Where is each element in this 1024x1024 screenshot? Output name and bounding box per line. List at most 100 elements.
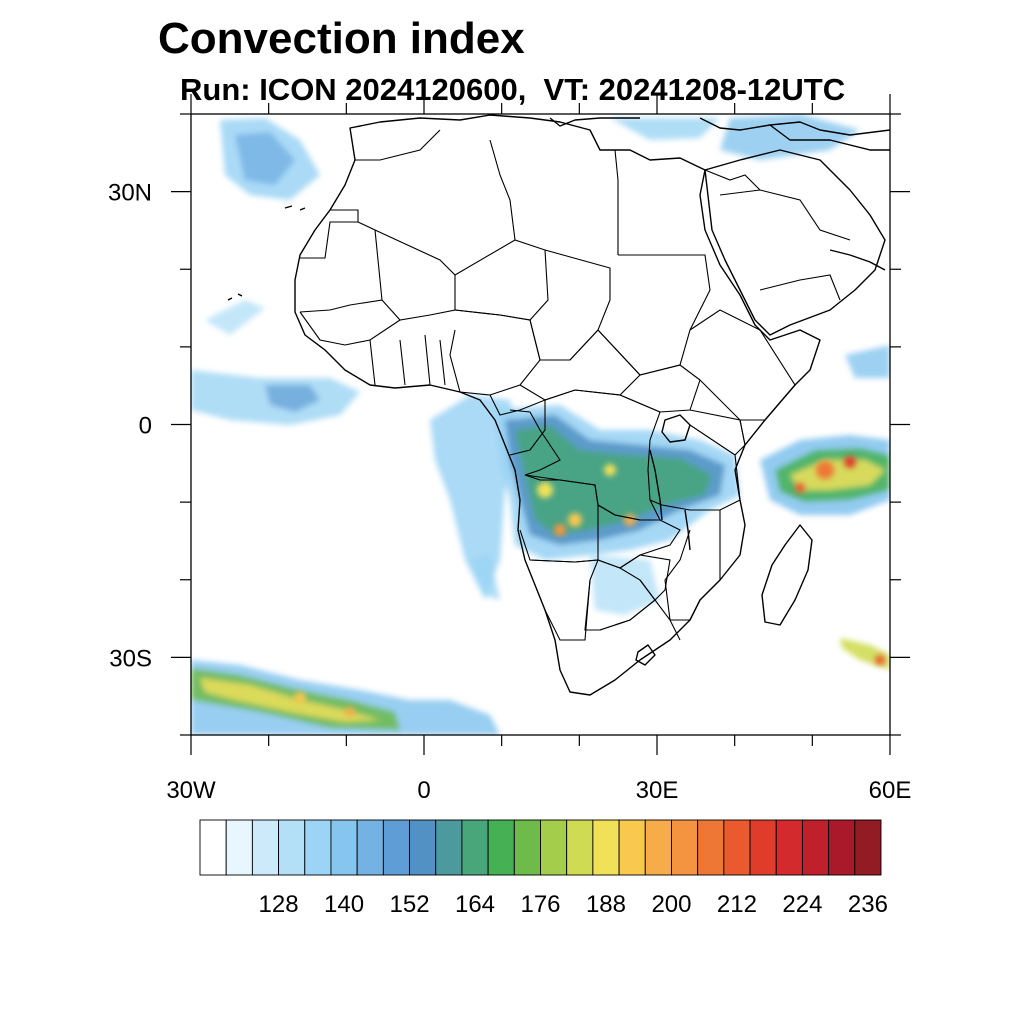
lat-tick-label: 30N xyxy=(108,180,152,207)
chart-title: Convection index xyxy=(158,14,525,63)
cloud-central-africa-green xyxy=(515,425,712,535)
lon-tick-label: 30W xyxy=(166,777,216,804)
coast-persian-gulf xyxy=(829,249,886,271)
cloud-atlantic-streak xyxy=(205,300,265,335)
colorbar-label: 200 xyxy=(651,891,691,918)
lon-tick-label: 60E xyxy=(869,777,912,804)
hotspot-io-3 xyxy=(795,483,805,493)
border-chad xyxy=(529,249,611,361)
border-mozambique xyxy=(664,509,721,621)
border-niger xyxy=(454,239,549,321)
lat-tick-label: 0 xyxy=(139,413,152,440)
colorbar-swatch xyxy=(697,819,725,876)
hotspot-se-1 xyxy=(875,655,885,665)
colorbar-label: 140 xyxy=(324,891,364,918)
hotspot-congo-5 xyxy=(554,524,566,536)
hotspot-io-1 xyxy=(816,461,834,479)
border-mauritania xyxy=(299,221,383,313)
coast-canaries xyxy=(284,205,306,211)
colorbar-swatch xyxy=(513,819,541,876)
coast-lake-tanganyika xyxy=(649,449,663,521)
border-mali xyxy=(374,229,456,321)
colorbar-swatch xyxy=(801,819,830,876)
colorbar-swatch xyxy=(461,819,489,876)
border-levant xyxy=(704,169,761,191)
colorbar-swatch xyxy=(382,819,410,876)
coast-africa xyxy=(294,114,821,696)
colorbar-swatch xyxy=(330,819,358,876)
colorbar-swatch xyxy=(854,819,882,876)
border-arabia xyxy=(719,189,851,301)
chart-subtitle: Run: ICON 2024120600, VT: 20241208-12UTC xyxy=(180,72,846,107)
border-congo xyxy=(509,409,561,476)
colorbar-swatch xyxy=(487,819,515,876)
colorbar-swatch xyxy=(671,819,699,876)
cloud-indian-ocean-yellow xyxy=(790,460,885,490)
hotspot-io-2 xyxy=(844,456,856,468)
lon-tick-label: 0 xyxy=(417,777,430,804)
border-morocco-algeria xyxy=(355,129,441,161)
border-algeria-libya xyxy=(489,139,516,241)
colorbar-swatch xyxy=(566,819,594,876)
coast-lake-malawi xyxy=(684,509,691,551)
lat-tick-label: 30S xyxy=(109,645,152,672)
cloud-east-med xyxy=(720,114,860,160)
colorbar-swatch xyxy=(304,819,332,876)
cloud-indian-ocean-east xyxy=(845,345,890,378)
colorbar-swatch xyxy=(592,819,620,876)
border-car xyxy=(519,329,641,401)
cloud-se-streak xyxy=(840,638,890,670)
colorbar-swatch xyxy=(618,819,646,876)
cloud-north-atlantic-core xyxy=(235,132,295,185)
cloud-west-atlantic-core xyxy=(265,385,320,412)
colorbar-swatch xyxy=(644,819,672,876)
colorbar-swatch xyxy=(199,819,227,876)
colorbar-label: 188 xyxy=(586,891,626,918)
hotspot-congo-2 xyxy=(568,513,582,527)
border-west-africa-1 xyxy=(299,311,401,346)
colorbar-label: 224 xyxy=(782,891,822,918)
colorbar-swatch xyxy=(251,819,280,876)
colorbar-label: 212 xyxy=(717,891,757,918)
hotspot-sa-1 xyxy=(294,692,306,704)
coast-lesotho xyxy=(635,644,656,666)
colorbar-swatch xyxy=(278,819,306,876)
colorbar-swatch xyxy=(775,819,803,876)
convection-field xyxy=(191,114,890,735)
border-western-sahara xyxy=(300,209,359,259)
colorbar-swatch xyxy=(409,819,437,876)
hotspot-congo-1 xyxy=(537,482,553,498)
colorbar-swatch xyxy=(828,819,856,876)
colorbar-swatch xyxy=(225,819,253,876)
border-south-africa xyxy=(585,599,681,641)
border-nigeria xyxy=(449,309,541,396)
border-west-africa-2 xyxy=(369,334,446,386)
colorbar-swatch xyxy=(749,819,777,876)
border-sudan xyxy=(597,254,711,376)
country-borders xyxy=(299,129,851,641)
colorbar-swatch xyxy=(540,819,568,876)
border-south-sudan xyxy=(619,364,701,413)
border-kenya xyxy=(689,409,746,456)
coast-cape-verde xyxy=(227,293,243,301)
colorbar-label: 176 xyxy=(520,891,560,918)
colorbar-label: 164 xyxy=(455,891,495,918)
hotspot-congo-4 xyxy=(624,514,636,526)
axis-ticks xyxy=(171,94,910,755)
colorbar-label: 128 xyxy=(259,891,299,918)
cloud-south-atlantic-outer xyxy=(191,660,500,735)
coast-lake-victoria xyxy=(661,414,691,443)
cloud-angola-coast xyxy=(470,555,500,600)
coast-madagascar xyxy=(761,524,813,626)
border-zimbabwe xyxy=(619,554,671,601)
colorbar-swatch xyxy=(356,819,384,876)
coast-turkey-iran xyxy=(769,124,890,151)
cloud-south-atlantic-yellow xyxy=(200,678,380,722)
border-libya-egypt xyxy=(614,149,619,255)
cloud-southern-africa xyxy=(590,555,660,615)
colorbar xyxy=(199,819,882,876)
colorbar-swatch xyxy=(435,819,463,876)
cloud-mediterranean xyxy=(610,118,720,140)
colorbar-swatch xyxy=(723,819,751,876)
hotspot-congo-3 xyxy=(604,464,616,476)
